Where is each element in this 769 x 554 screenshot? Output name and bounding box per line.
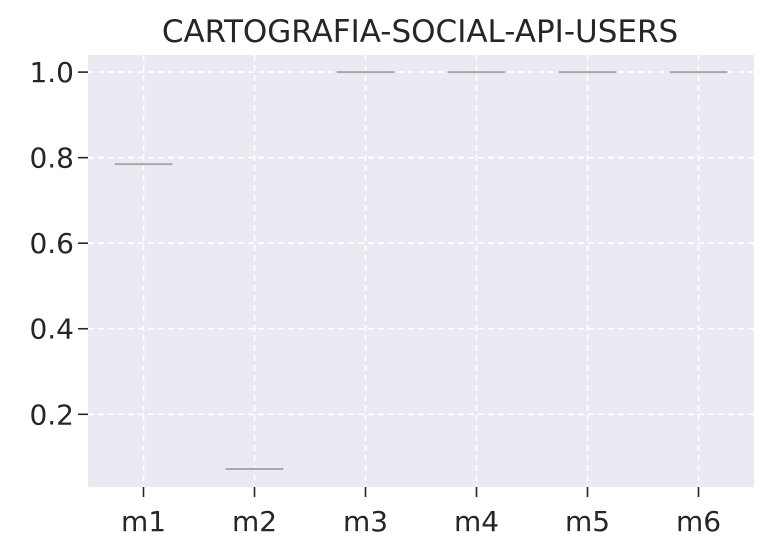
plot-area [88, 55, 754, 487]
y-axis-ticks: 0.2 0.4 0.6 0.8 1.0 [29, 56, 88, 431]
y-tick-label: 0.6 [29, 227, 74, 260]
y-tick-label: 0.4 [29, 313, 74, 346]
x-tick-label: m4 [454, 505, 499, 538]
x-axis-ticks: m1 m2 m3 m4 m5 m6 [121, 487, 721, 538]
y-tick-label: 0.8 [29, 142, 74, 175]
x-tick-label: m1 [121, 505, 166, 538]
y-tick-label: 1.0 [29, 56, 74, 89]
x-tick-label: m3 [343, 505, 388, 538]
x-tick-label: m6 [676, 505, 721, 538]
y-tick-label: 0.2 [29, 398, 74, 431]
chart-title: CARTOGRAFIA-SOCIAL-API-USERS [162, 14, 678, 50]
median-lines [114, 71, 728, 471]
grid-lines [88, 55, 754, 487]
x-tick-label: m5 [565, 505, 610, 538]
x-tick-label: m2 [232, 505, 277, 538]
